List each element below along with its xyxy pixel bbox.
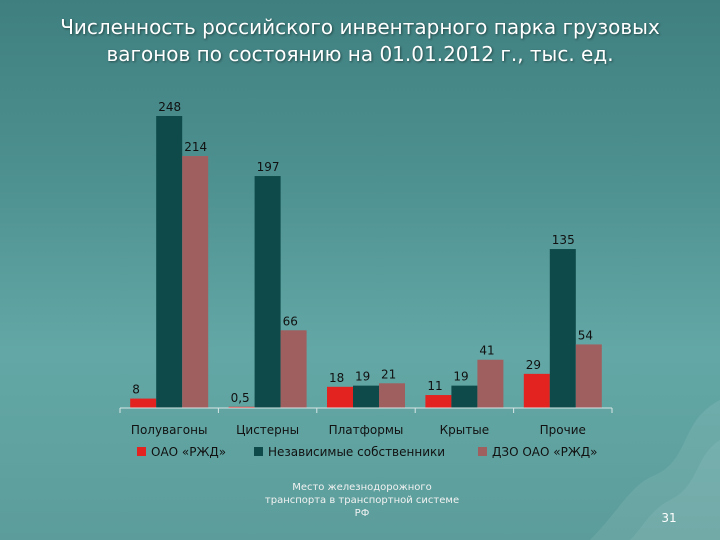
legend-label: ДЗО ОАО «РЖД» <box>492 445 597 459</box>
bar-1-3 <box>327 386 353 408</box>
slide-title: Численность российского инвентарного пар… <box>0 14 720 68</box>
data-label: 29 <box>526 358 541 372</box>
bar-2-2 <box>254 176 281 408</box>
data-label: 18 <box>329 371 344 385</box>
bar-2-3 <box>353 385 379 408</box>
category-label: Платформы <box>329 423 404 437</box>
legend-label: Независимые собственники <box>268 445 445 459</box>
category-label: Прочие <box>540 423 586 437</box>
footer-note: Место железнодорожного транспорта в тран… <box>264 482 460 519</box>
legend-swatch <box>137 447 146 456</box>
bar-3-5 <box>575 344 602 408</box>
page-number: 31 <box>661 511 677 525</box>
category-label: Цистерны <box>236 423 299 437</box>
slide-title-line-2: вагонов по состоянию на 01.01.2012 г., т… <box>106 42 614 66</box>
bars-group <box>130 116 602 408</box>
data-label: 214 <box>184 140 207 154</box>
bar-3-2 <box>280 330 307 408</box>
data-label: 54 <box>578 328 593 342</box>
bar-3-1 <box>182 156 209 408</box>
category-label: Крытые <box>440 423 489 437</box>
bar-3-4 <box>477 359 504 408</box>
data-label: 135 <box>552 233 575 247</box>
bar-3-3 <box>379 383 405 408</box>
bar-1-1 <box>130 398 157 408</box>
data-label: 41 <box>479 344 494 358</box>
slide-title-line-1: Численность российского инвентарного пар… <box>60 15 660 39</box>
bar-2-5 <box>549 249 576 408</box>
legend-label: ОАО «РЖД» <box>151 445 226 459</box>
data-label: 19 <box>453 370 468 384</box>
bar-1-4 <box>425 395 452 408</box>
bar-1-2 <box>228 406 255 408</box>
category-label: Полувагоны <box>131 423 208 437</box>
legend-swatch <box>478 447 487 456</box>
data-labels-group: 8 248 214 0,5 197 66 18 19 21 11 19 41 29 135 54 <box>132 100 593 405</box>
data-label: 197 <box>257 160 280 174</box>
data-label: 11 <box>427 379 442 393</box>
legend-swatch <box>254 447 263 456</box>
data-label: 66 <box>283 314 298 328</box>
bar-2-4 <box>451 385 478 408</box>
data-label: 0,5 <box>231 391 250 405</box>
data-label: 19 <box>355 370 370 384</box>
legend: ОАО «РЖД» Независимые собственники ДЗО ОАО… <box>137 445 597 459</box>
data-label: 21 <box>381 367 396 381</box>
bar-2-1 <box>156 116 183 408</box>
data-label: 8 <box>132 383 140 397</box>
category-labels-group: Полувагоны Цистерны Платформы Крытые Прочие <box>131 423 586 437</box>
data-label: 248 <box>158 100 181 114</box>
x-tick-marks-group <box>119 408 613 413</box>
bar-1-5 <box>523 373 550 408</box>
